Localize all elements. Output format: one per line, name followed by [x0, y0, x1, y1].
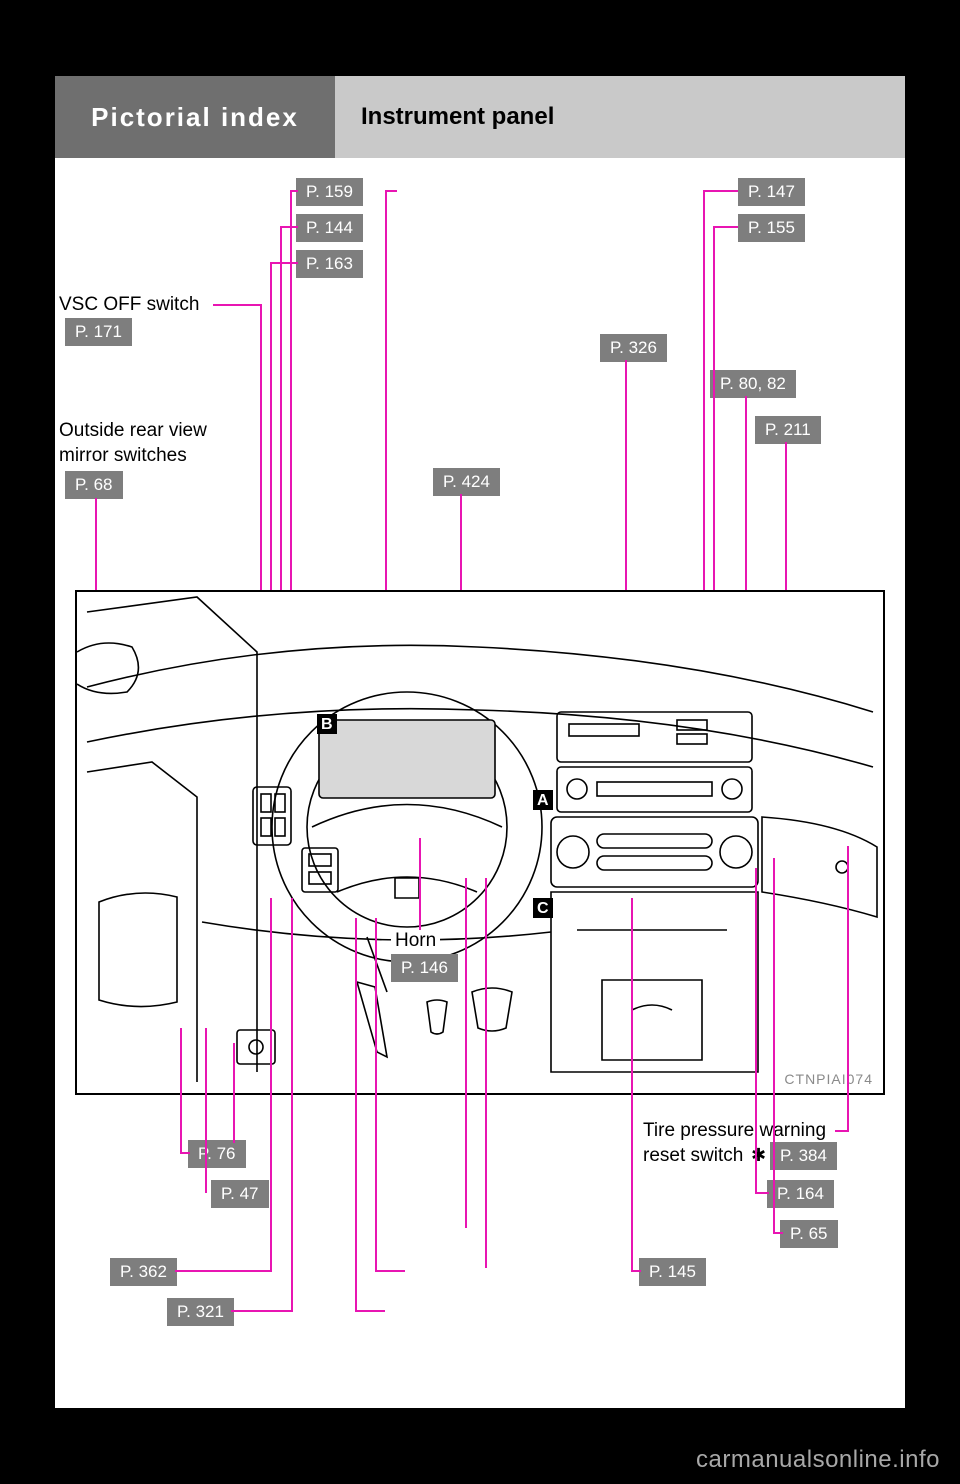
- page-ref: P. 211: [755, 416, 821, 444]
- leader-line: [375, 918, 377, 1270]
- page-ref: P. 147: [738, 178, 805, 206]
- leader-line: [773, 858, 775, 1233]
- leader-line: [270, 262, 298, 264]
- leader-line: [631, 1270, 641, 1272]
- page-ref: P. 164: [767, 1180, 834, 1208]
- header-page-title: Instrument panel: [335, 76, 905, 158]
- page-ref: P. 424: [433, 468, 500, 496]
- leader-line: [755, 868, 757, 1193]
- leader-line: [180, 1028, 182, 1153]
- page-ref: P. 321: [167, 1298, 234, 1326]
- header-section-title: Pictorial index: [55, 76, 335, 158]
- page-ref: P. 326: [600, 334, 667, 362]
- page-ref: P. 80, 82: [710, 370, 796, 398]
- svg-text:C: C: [537, 900, 549, 917]
- callout-label-tire-2: reset switch: [639, 1143, 747, 1170]
- page-ref: P. 145: [639, 1258, 706, 1286]
- page-ref: P. 68: [65, 471, 123, 499]
- leader-line: [355, 918, 357, 1310]
- page-ref: P. 47: [211, 1180, 269, 1208]
- callout-label-vsc: VSC OFF switch: [55, 292, 203, 319]
- leader-line: [205, 1028, 207, 1193]
- leader-line: [213, 304, 261, 306]
- leader-line: [180, 1152, 190, 1154]
- svg-text:A: A: [537, 792, 549, 809]
- leader-line: [233, 1043, 235, 1143]
- dashboard-diagram: A B C CTNPIAI074: [75, 590, 885, 1095]
- dashboard-svg: A B C: [77, 592, 883, 1093]
- page-ref: P. 362: [110, 1258, 177, 1286]
- leader-line: [631, 898, 633, 1272]
- leader-line: [713, 226, 738, 228]
- leader-line: [835, 1130, 849, 1132]
- leader-line: [175, 1270, 272, 1272]
- page-ref: P. 155: [738, 214, 805, 242]
- leader-line: [375, 1270, 405, 1272]
- leader-line: [485, 878, 487, 1268]
- leader-line: [231, 1310, 293, 1312]
- leader-line: [385, 190, 397, 192]
- svg-text:B: B: [321, 716, 333, 733]
- watermark: carmanualsonline.info: [696, 1446, 940, 1474]
- leader-line: [290, 190, 298, 192]
- page-ref: P. 159: [296, 178, 363, 206]
- callout-label-horn: Horn: [391, 928, 440, 955]
- leader-line: [355, 1310, 385, 1312]
- page-ref: P. 146: [391, 954, 458, 982]
- page-body: P. 159 P. 144 P. 163 P. 147 P. 155 VSC O…: [55, 158, 905, 1408]
- leader-line: [419, 838, 421, 930]
- callout-label-tire-1: Tire pressure warning: [639, 1118, 830, 1145]
- page-ref: P. 171: [65, 318, 132, 346]
- leader-line: [280, 226, 298, 228]
- leader-line: [703, 190, 738, 192]
- page-ref: P. 76: [188, 1140, 246, 1168]
- leader-line: [291, 898, 293, 1312]
- page-ref: P. 384: [770, 1142, 837, 1170]
- leader-line: [465, 878, 467, 1228]
- diagram-code: CTNPIAI074: [784, 1071, 873, 1087]
- leader-line: [847, 846, 849, 1131]
- leader-line: [755, 1192, 769, 1194]
- callout-label-mirror-1: Outside rear view: [55, 418, 211, 445]
- callout-star-icon: ✱: [747, 1143, 770, 1168]
- leader-line: [773, 1232, 783, 1234]
- page-ref: P. 65: [780, 1220, 838, 1248]
- page-ref: P. 144: [296, 214, 363, 242]
- page-ref: P. 163: [296, 250, 363, 278]
- callout-label-mirror-2: mirror switches: [55, 443, 191, 470]
- leader-line: [270, 898, 272, 1272]
